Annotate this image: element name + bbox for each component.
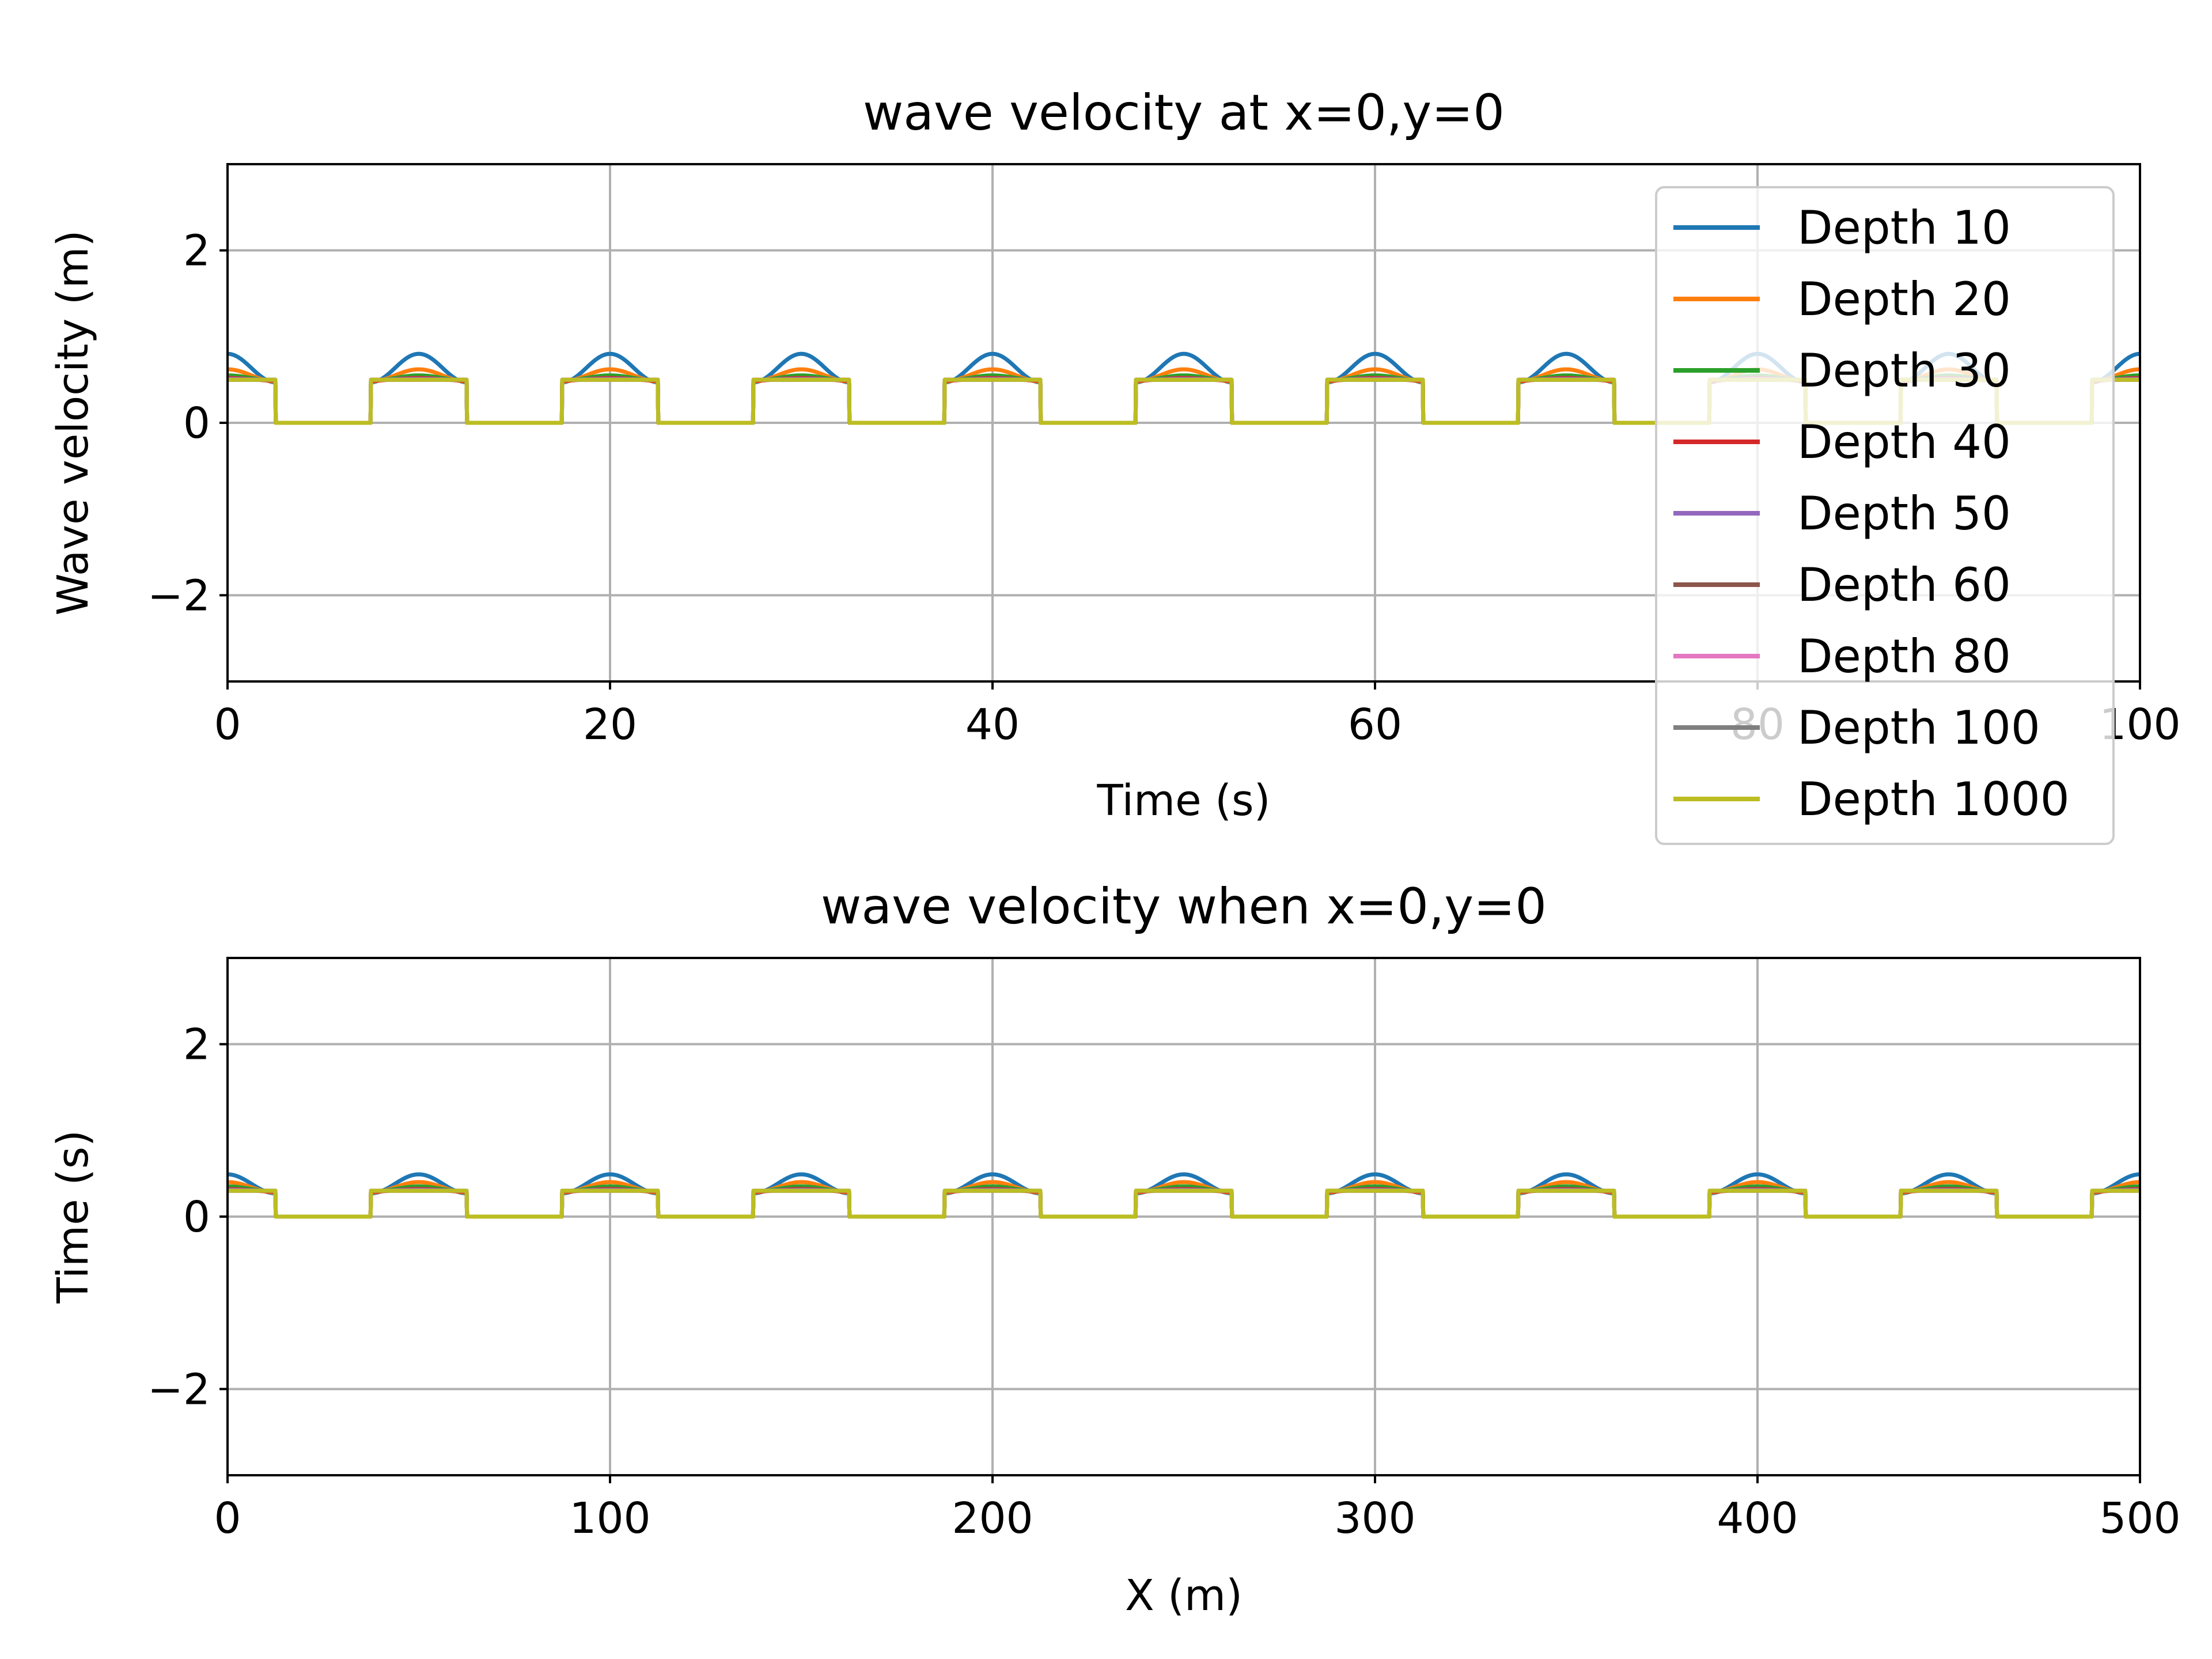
top-chart-title: wave velocity at x=0,y=0: [863, 84, 1505, 142]
bottom-ticks: 0 100 200 300 400 500 −2 0 2: [147, 1020, 2181, 1543]
bottom-x-axis-label: X (m): [1125, 1571, 1243, 1620]
bottom-y-axis-label: Time (s): [48, 1130, 98, 1304]
bottom-y-tick-label: 0: [183, 1192, 210, 1242]
bottom-chart-title: wave velocity when x=0,y=0: [821, 878, 1547, 935]
bottom-x-tick-label: 400: [1717, 1494, 1798, 1543]
top-y-axis-label: Wave velocity (m): [48, 230, 98, 615]
bottom-x-tick-label: 300: [1334, 1494, 1415, 1543]
top-y-tick-label: 0: [183, 399, 210, 448]
legend-label-depth-100: Depth 100: [1797, 701, 2040, 755]
legend-label-depth-40: Depth 40: [1797, 415, 2011, 469]
legend-label-depth-20: Depth 20: [1797, 272, 2011, 326]
bottom-y-tick-label: 2: [183, 1020, 210, 1070]
bottom-x-tick-label: 100: [569, 1494, 650, 1543]
bottom-x-tick-label: 500: [2099, 1494, 2180, 1543]
top-y-tick-label: −2: [147, 571, 210, 620]
top-y-tick-label: 2: [183, 226, 210, 276]
legend-label-depth-30: Depth 30: [1797, 344, 2011, 397]
legend-label-depth-50: Depth 50: [1797, 487, 2011, 540]
legend-box: [1655, 186, 2115, 845]
legend-label-depth-10: Depth 10: [1797, 201, 2011, 255]
top-x-tick-label: 20: [583, 700, 637, 749]
legend-items: Depth 10 Depth 20 Depth 30 Depth 40 Depth 50…: [1673, 201, 2070, 826]
bottom-subplot: wave velocity when x=0,y=0 0 100 200 300 400…: [48, 878, 2181, 1620]
legend-label-depth-80: Depth 80: [1797, 630, 2011, 683]
bottom-y-tick-label: −2: [147, 1365, 210, 1414]
bottom-x-tick-label: 200: [952, 1494, 1033, 1543]
legend-label-depth-60: Depth 60: [1797, 558, 2011, 612]
top-x-tick-label: 40: [965, 700, 1020, 749]
top-x-tick-label: 0: [214, 700, 241, 749]
legend: Depth 10 Depth 20 Depth 30 Depth 40 Depth 50…: [1655, 186, 2115, 845]
legend-label-depth-1000: Depth 1000: [1797, 772, 2070, 826]
top-x-tick-label: 60: [1348, 700, 1402, 749]
bottom-series-depth-1000: [226, 1188, 2142, 1219]
top-x-axis-label: Time (s): [1097, 776, 1271, 825]
bottom-series-group: [226, 1172, 2142, 1219]
bottom-x-tick-label: 0: [214, 1494, 241, 1543]
